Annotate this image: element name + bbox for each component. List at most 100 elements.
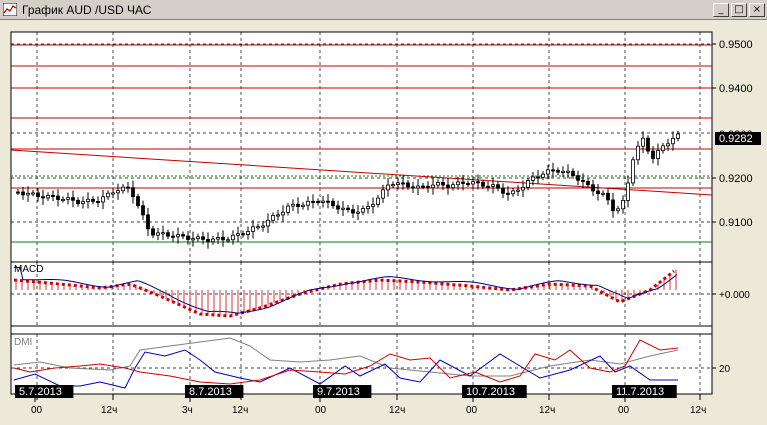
candle-body: [446, 184, 450, 189]
candle-body: [196, 236, 200, 240]
separator-panel: [10, 325, 713, 335]
dmi-series: [13, 337, 679, 389]
candle-body: [236, 233, 240, 236]
candle-body: [551, 169, 555, 172]
candle-body: [111, 192, 115, 195]
candle-body: [596, 190, 600, 194]
candle-body: [626, 182, 630, 201]
candle-body: [156, 232, 160, 236]
candle-body: [646, 137, 650, 152]
candle-body: [601, 192, 605, 195]
date-tag-1: 8.7.2013: [189, 386, 232, 398]
price-label-1: 0.9400: [719, 83, 753, 95]
candle-body: [386, 184, 390, 191]
candle-body: [546, 169, 550, 175]
date-tag-bg-0: [15, 385, 74, 398]
candle-body: [586, 181, 590, 186]
hour-label-3: 12ч: [232, 405, 248, 416]
macd-series: [13, 266, 678, 318]
candle-body: [391, 184, 395, 187]
date-tag-bg-4: [612, 385, 677, 398]
candle-body: [526, 180, 530, 188]
close-button[interactable]: ×: [749, 3, 765, 17]
minimize-button[interactable]: _: [713, 3, 729, 17]
candle-body: [651, 150, 655, 159]
candle-body: [296, 203, 300, 207]
candle-body: [421, 185, 425, 188]
candle-body: [251, 226, 255, 232]
trend-line: [10, 149, 713, 196]
candle-body: [356, 211, 360, 214]
candle-body: [351, 209, 355, 214]
candle-body: [181, 234, 185, 237]
candle-body: [566, 170, 570, 173]
hour-label-4: 00: [315, 405, 327, 416]
candle-body: [521, 186, 525, 191]
candle-body: [496, 184, 500, 189]
candle-body: [361, 208, 365, 213]
candle-body: [606, 192, 610, 201]
candle-body: [131, 187, 135, 197]
candle-body: [416, 185, 420, 189]
dmi-panel[interactable]: [10, 333, 713, 395]
candle-body: [71, 197, 75, 201]
price-label-2: 0.9200: [719, 173, 753, 185]
candle-body: [631, 159, 635, 184]
candle-body: [56, 195, 60, 200]
candle-body: [61, 198, 65, 201]
candle-body: [136, 196, 140, 207]
maximize-button[interactable]: □: [731, 3, 747, 17]
candle-body: [581, 179, 585, 182]
candle-body: [471, 181, 475, 185]
candle-body: [561, 170, 565, 173]
candle-body: [276, 214, 280, 217]
date-tag-3: 10.7.2013: [466, 386, 515, 398]
candle-body: [126, 186, 130, 189]
hour-label-7: 12ч: [539, 405, 555, 416]
candle-body: [401, 182, 405, 185]
candle-body: [31, 192, 35, 195]
candle-body: [456, 181, 460, 186]
candle-body: [481, 182, 485, 187]
candle-body: [536, 176, 540, 179]
candle-body: [51, 195, 55, 198]
candle-body: [616, 208, 620, 212]
candle-body: [81, 201, 85, 204]
candle-body: [21, 191, 25, 196]
price-label-3: 0.9100: [719, 217, 753, 229]
candle-body: [451, 184, 455, 189]
candle-body: [41, 196, 45, 199]
candle-body: [591, 184, 595, 192]
candle-body: [406, 182, 410, 188]
candle-body: [226, 239, 230, 242]
candle-body: [636, 145, 640, 161]
candle-body: [36, 192, 40, 198]
candle-body: [86, 198, 90, 202]
candle-body: [76, 199, 80, 204]
candle-body: [486, 185, 490, 188]
chart-canvas[interactable]: 0.9500 0.9400 0.9200 0.9100 0.9300 0.928…: [0, 20, 767, 425]
candle-body: [506, 192, 510, 195]
macd-title: MACD: [14, 264, 43, 275]
hour-label-0: 00: [31, 405, 43, 416]
candle-body: [431, 184, 435, 189]
dmi-plus-line: [13, 349, 678, 389]
candle-body: [516, 189, 520, 192]
candle-body: [666, 143, 670, 147]
candle-body: [256, 226, 260, 229]
candle-body: [476, 181, 480, 184]
candle-body: [676, 133, 680, 139]
candle-body: [46, 195, 50, 199]
title-bar: График AUD /USD ЧАС _ □ ×: [0, 0, 767, 20]
candle-body: [381, 189, 385, 199]
price-panel[interactable]: [10, 31, 713, 264]
candle-body: [316, 201, 320, 204]
candle-body: [231, 234, 235, 241]
candle-body: [306, 200, 310, 206]
candle-body: [346, 207, 350, 211]
candle-body: [121, 186, 125, 192]
candle-body: [211, 238, 215, 243]
candle-body: [396, 182, 400, 185]
candle-body: [146, 214, 150, 230]
candle-body: [656, 150, 660, 159]
